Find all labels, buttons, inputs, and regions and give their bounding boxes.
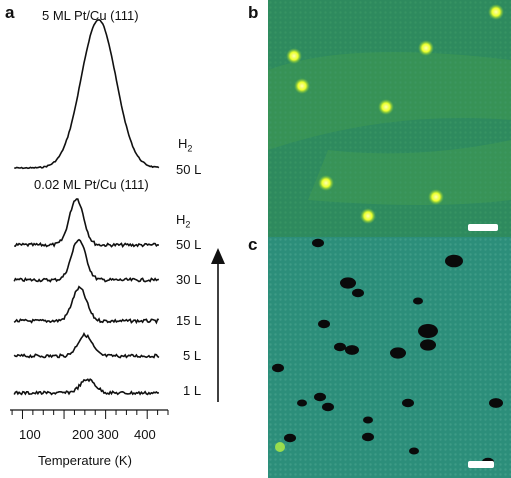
vacancy-island (413, 297, 423, 305)
x-tick-label-200: 200 (72, 427, 94, 442)
vacancy-island (272, 363, 284, 373)
series-label-15L: 15 L (176, 313, 202, 328)
pt-adatom (360, 208, 376, 224)
scale-bar-b (468, 224, 498, 231)
vacancy-island (297, 399, 307, 407)
vacancy-island (362, 432, 374, 442)
pt-adatom (318, 175, 334, 191)
stm-image-b-svg (268, 0, 511, 237)
increasing-exposure-arrow-head (211, 248, 225, 264)
pt-adatom (418, 40, 434, 56)
series-label-5L: 5 L (183, 348, 202, 363)
vacancy-island (363, 416, 373, 424)
panel-label-c: c (248, 235, 258, 254)
x-tick-label-400: 400 (134, 427, 156, 442)
vacancy-island (284, 433, 296, 443)
vacancy-island (409, 447, 419, 455)
stm-b-lattice (268, 0, 511, 237)
vacancy-island (334, 342, 346, 352)
vacancy-island (312, 238, 324, 248)
vacancy-island (345, 345, 359, 355)
vacancy-island (318, 319, 330, 329)
series-label-30L: 30 L (176, 272, 202, 287)
trace-002ML-50L (14, 198, 160, 249)
trace-002ML-5L (13, 331, 160, 359)
stm-image-c-svg (268, 237, 511, 478)
x-axis-label: Temperature (K) (38, 453, 132, 468)
pt-adatom (294, 78, 310, 94)
pt-adatom (378, 99, 394, 115)
vacancy-island (352, 288, 364, 298)
scale-bar-c (468, 461, 494, 468)
bottom-traces-title: 0.02 ML Pt/Cu (111) (34, 177, 149, 192)
pt-adatom (428, 189, 444, 205)
top-gas-label: H2 (178, 136, 193, 154)
trace-002ML-1L (13, 378, 160, 396)
vacancy-island (445, 254, 463, 268)
pt-adatom (286, 48, 302, 64)
vacancy-island (402, 398, 414, 408)
vacancy-island (340, 277, 356, 289)
top-series-label: 50 L (176, 162, 202, 177)
trace-5ML-50L (14, 18, 160, 170)
stm-image-b (268, 0, 511, 237)
stm-image-c (268, 237, 511, 478)
top-trace-title: 5 ML Pt/Cu (111) (42, 8, 139, 23)
vacancy-island (314, 392, 326, 402)
tpd-chart-svg (10, 18, 225, 419)
stm-c-lattice (268, 237, 511, 478)
series-label-50L: 50 L (176, 237, 202, 252)
pt-adatom (275, 442, 285, 452)
bottom-gas-label: H2 (176, 212, 191, 230)
x-tick-label-300: 300 (97, 427, 119, 442)
pt-adatom (488, 4, 504, 20)
vacancy-island (489, 398, 503, 408)
vacancy-island (322, 402, 334, 412)
trace-002ML-15L (13, 285, 159, 325)
vacancy-island (418, 324, 438, 338)
trace-002ML-30L (13, 238, 160, 283)
tpd-chart: 5 ML Pt/Cu (111) H2 50 L 0.02 ML Pt/Cu (… (0, 0, 245, 478)
panel-label-a: a (5, 3, 15, 22)
panel-label-b: b (248, 3, 259, 22)
x-tick-label-100: 100 (19, 427, 41, 442)
vacancy-island (390, 347, 406, 359)
vacancy-island (420, 339, 436, 351)
series-label-1L: 1 L (183, 383, 202, 398)
